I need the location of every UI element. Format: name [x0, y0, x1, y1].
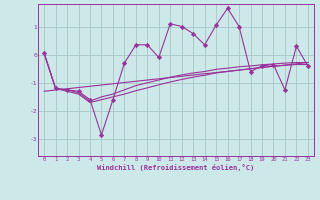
X-axis label: Windchill (Refroidissement éolien,°C): Windchill (Refroidissement éolien,°C) — [97, 164, 255, 171]
